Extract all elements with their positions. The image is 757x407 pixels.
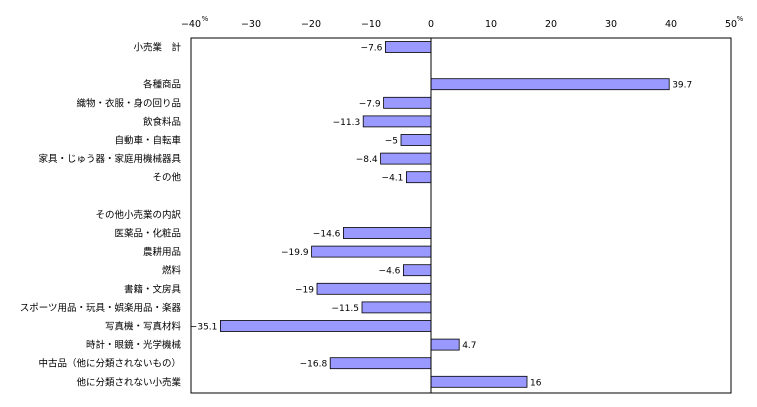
plot-area-border (190, 37, 732, 394)
x-axis-unit: % (202, 15, 209, 23)
category-label: その他 (152, 172, 181, 184)
x-tick-label: −10 (361, 19, 381, 30)
bar (383, 96, 432, 109)
data-label: −35.1 (190, 323, 218, 333)
x-tick-label: 40 (665, 19, 677, 30)
x-axis-unit: % (737, 15, 744, 23)
x-tick-label: 50 (725, 19, 737, 30)
bar (362, 115, 432, 128)
category-label: 自動車・自転車 (114, 135, 181, 147)
data-label: −11.5 (331, 304, 359, 314)
data-label: −4.1 (382, 174, 404, 184)
data-label: −19.9 (281, 248, 309, 258)
bar (405, 171, 432, 184)
data-label: 39.7 (672, 81, 692, 91)
bar (316, 282, 432, 295)
category-label: 他に分類されない小売業 (76, 376, 181, 388)
data-label: −11.3 (333, 118, 361, 128)
bar (430, 375, 528, 388)
category-label: スポーツ用品・玩具・娯楽用品・楽器 (20, 302, 182, 314)
category-label: 小売業 計 (133, 42, 181, 54)
data-label: 4.7 (462, 341, 476, 351)
x-tick-label: 10 (485, 19, 497, 30)
category-label: 燃料 (162, 265, 182, 277)
bar (430, 338, 460, 351)
category-label: 各種商品 (143, 79, 181, 91)
data-label: 16 (530, 378, 542, 388)
category-label: 時計・眼鏡・光学機械 (86, 339, 182, 351)
category-label: 書籍・文房具 (124, 283, 182, 295)
data-label: −8.4 (356, 155, 378, 165)
data-label: −19 (295, 285, 314, 295)
data-label: −7.6 (361, 44, 383, 54)
bar (384, 41, 432, 53)
data-label: −4.6 (379, 267, 401, 277)
data-label: −7.9 (359, 99, 381, 109)
data-label: −16.8 (300, 360, 328, 370)
bar (329, 357, 432, 370)
data-label: −14.6 (313, 230, 341, 240)
x-tick-label: −30 (241, 19, 261, 30)
category-label: 医薬品・化粧品 (114, 228, 181, 240)
data-label: −5 (385, 137, 398, 147)
x-tick-label: 0 (428, 19, 434, 30)
bar (342, 227, 432, 239)
bar (380, 152, 432, 165)
bar (311, 245, 432, 258)
bar (402, 264, 432, 277)
bar (400, 134, 432, 146)
x-tick-label: 20 (545, 19, 557, 30)
category-label: 家具・じゅう器・家庭用機械器具 (38, 153, 181, 165)
category-label: 飲食料品 (143, 116, 181, 128)
category-label: 中古品（他に分類されないもの） (38, 358, 181, 370)
category-label: 農耕用品 (143, 246, 181, 258)
x-tick-label: −40 (181, 19, 201, 30)
bar (361, 301, 432, 314)
category-label: 織物・衣服・身の回り品 (76, 97, 181, 109)
category-label: 写真機・写真材料 (105, 321, 182, 333)
x-tick-label: 30 (605, 19, 617, 30)
bar (430, 78, 670, 91)
category-label: その他小売業の内訳 (95, 209, 181, 221)
x-tick-label: −20 (301, 19, 321, 30)
bar (219, 320, 432, 332)
